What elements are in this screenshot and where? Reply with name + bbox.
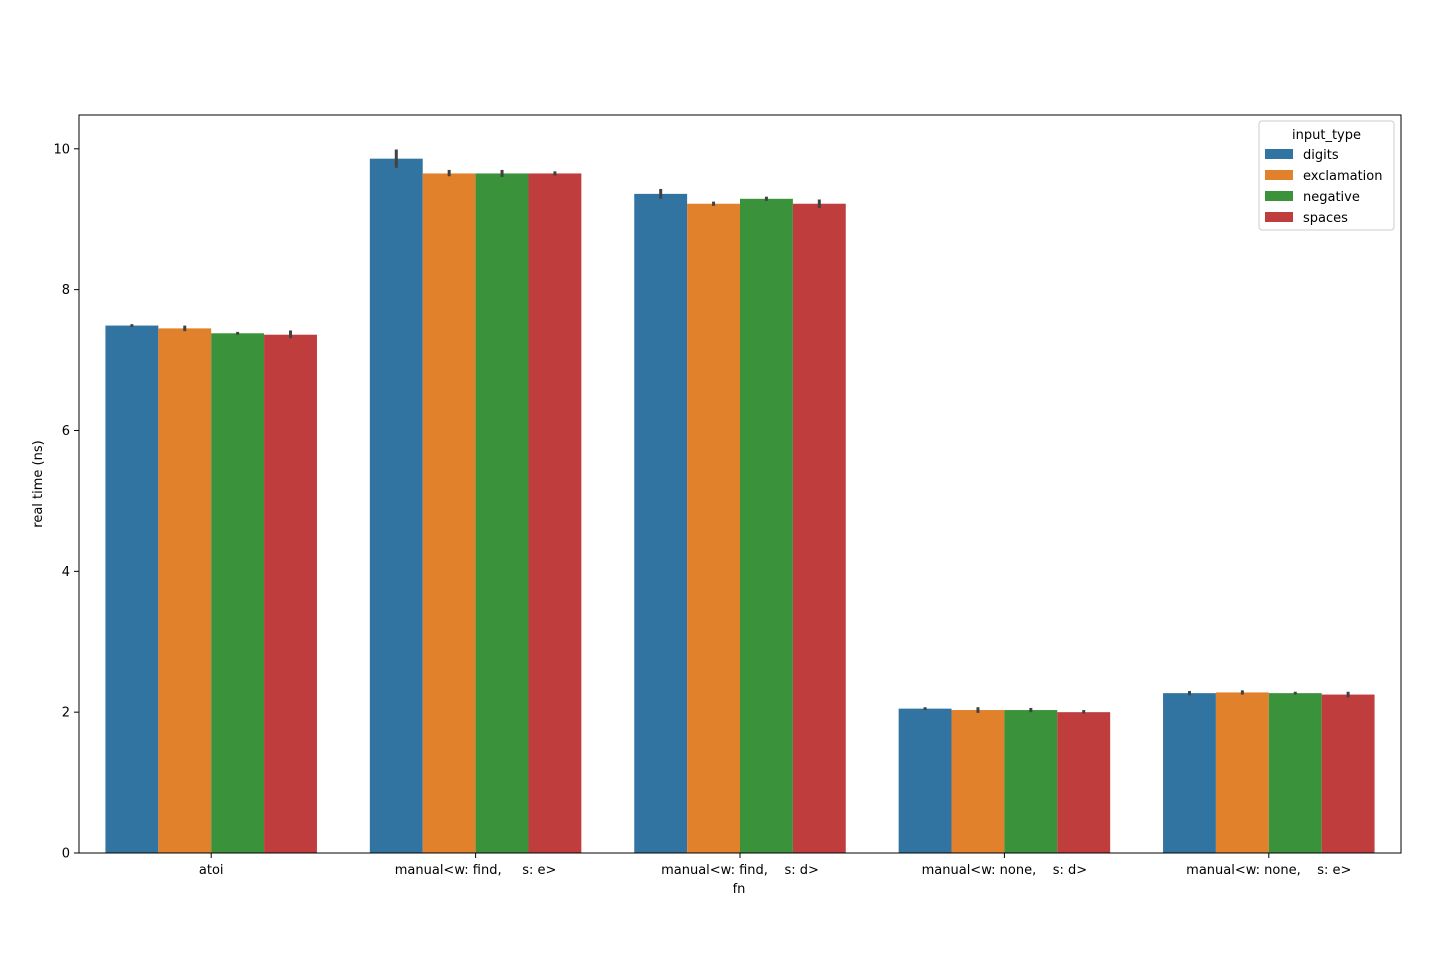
bar-exclamation-0: [158, 328, 212, 853]
legend-label-spaces: spaces: [1303, 211, 1348, 226]
bar-digits-0: [105, 325, 159, 853]
bar-negative-2: [740, 198, 793, 854]
bar-digits-1: [369, 158, 423, 853]
bar-exclamation-4: [1215, 692, 1269, 853]
legend-swatch-spaces: [1265, 212, 1293, 222]
y-tick-label: 10: [53, 142, 70, 157]
legend-label-negative: negative: [1303, 190, 1360, 205]
bar-exclamation-1: [422, 173, 476, 853]
legend-frame: [1258, 120, 1395, 231]
bar-digits-2: [634, 193, 688, 853]
bar-spaces-2: [792, 203, 846, 854]
bar-exclamation-3: [951, 710, 1005, 853]
x-tick-label: atoi: [199, 863, 224, 878]
bar-negative-4: [1268, 693, 1322, 853]
legend-label-digits: digits: [1303, 148, 1339, 163]
x-tick-label: manual<w: none, s: d>: [922, 863, 1088, 878]
y-axis-label: real time (ns): [31, 440, 46, 527]
bar-spaces-4: [1321, 694, 1375, 853]
bar-negative-3: [1004, 710, 1058, 853]
legend-swatch-digits: [1265, 149, 1293, 159]
x-tick-label: manual<w: find, s: e>: [395, 863, 557, 878]
y-tick-label: 0: [62, 847, 70, 862]
error-bars-layer: [130, 149, 1350, 714]
bar-spaces-0: [264, 334, 317, 854]
bar-exclamation-2: [687, 203, 740, 854]
bar-negative-0: [211, 333, 265, 853]
x-axis-label: fn: [733, 882, 746, 897]
legend: input_type digits exclamation negative spac…: [1258, 120, 1395, 231]
bar-negative-1: [475, 173, 529, 853]
axes-layer: 0 2 4 6 8 10 atoi manual<w: find, s: e> manual<w…: [53, 114, 1402, 878]
bar-spaces-3: [1057, 712, 1111, 853]
y-tick-label: 6: [62, 424, 70, 439]
bar-spaces-1: [528, 173, 582, 853]
bars-layer: [105, 158, 1375, 854]
bar-digits-3: [898, 708, 952, 853]
y-tick-label: 8: [62, 283, 70, 298]
bar-digits-4: [1163, 693, 1216, 853]
legend-entries: digits exclamation negative spaces: [1265, 148, 1383, 226]
legend-swatch-negative: [1265, 191, 1293, 201]
x-tick-label: manual<w: none, s: e>: [1186, 863, 1351, 878]
y-tick-label: 4: [62, 565, 70, 580]
legend-swatch-exclamation: [1265, 170, 1293, 180]
legend-title: input_type: [1292, 128, 1361, 143]
y-tick-label: 2: [62, 706, 70, 721]
x-tick-label: manual<w: find, s: d>: [661, 863, 819, 878]
legend-label-exclamation: exclamation: [1303, 169, 1383, 184]
